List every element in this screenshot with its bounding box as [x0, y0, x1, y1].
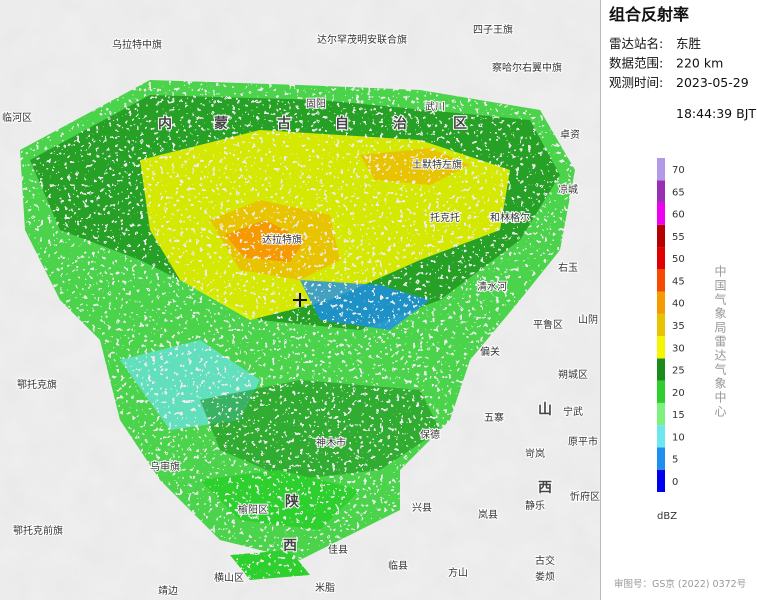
place-label: 静乐 — [525, 499, 545, 512]
legend-swatch — [657, 158, 665, 181]
place-label: 宁武 — [563, 405, 583, 418]
region-label: 山 — [538, 402, 552, 418]
place-label: 卓资 — [560, 129, 580, 141]
region-label: 治 — [393, 115, 407, 132]
field-value: 东胜 — [676, 36, 701, 51]
legend-swatch — [657, 247, 665, 270]
legend-swatch — [657, 313, 665, 337]
place-label: 古交 — [535, 554, 555, 567]
credit: 中国气象局雷达气象中心 — [713, 264, 727, 419]
place-label: 平鲁区 — [533, 318, 563, 331]
legend-swatch — [657, 180, 665, 203]
legend-swatch — [657, 224, 665, 248]
region-label: 陕 — [285, 493, 299, 510]
place-label: 临河区 — [2, 111, 32, 124]
field-label: 雷达站名: — [609, 36, 663, 51]
time-line2: 18:44:39 BJT — [676, 106, 756, 121]
place-label: 察哈尔右翼中旗 — [492, 61, 562, 74]
field-value: 220 km — [676, 56, 723, 71]
place-label: 乌审旗 — [150, 460, 180, 473]
legend-label: 45 — [672, 276, 685, 287]
radar-center — [293, 293, 307, 307]
place-label: 达尔罕茂明安联合旗 — [317, 33, 407, 46]
place-label: 和林格尔 — [490, 211, 530, 224]
place-label: 托克托 — [430, 211, 460, 224]
legend-label: 70 — [672, 165, 685, 176]
legend-label: 65 — [672, 187, 685, 198]
panel-title: 组合反射率 — [609, 5, 689, 24]
region-label: 古 — [277, 115, 291, 132]
place-label: 固阳 — [306, 98, 326, 110]
field-label: 数据范围: — [609, 56, 663, 71]
place-label: 靖边 — [158, 584, 178, 597]
panel: 组合反射率 18:44:39 BJT dBZ 审图号：GS京 (2022) 03… — [609, 5, 756, 590]
region-label: 蒙 — [214, 115, 228, 132]
place-label: 娄烦 — [535, 570, 555, 583]
legend-label: 35 — [672, 321, 685, 332]
place-label: 鄂托克前旗 — [13, 524, 63, 537]
place-label: 原平市 — [568, 435, 598, 448]
place-label: 达拉特旗 — [262, 233, 302, 246]
approval: 审图号：GS京 (2022) 0372号 — [614, 578, 746, 590]
legend-label: 10 — [672, 432, 685, 443]
legend-label: 30 — [672, 343, 685, 354]
legend-swatch — [657, 291, 665, 314]
legend-swatch — [657, 447, 665, 470]
field-label: 观测时间: — [609, 75, 663, 90]
legend-label: 55 — [672, 232, 685, 243]
legend-swatch — [657, 269, 665, 292]
place-label: 清水河 — [477, 280, 507, 293]
place-label: 神木市 — [316, 436, 346, 449]
place-label: 忻府区 — [570, 490, 600, 503]
info-panel — [600, 0, 757, 600]
legend-swatch — [657, 336, 665, 359]
place-label: 朔城区 — [558, 368, 588, 381]
legend-label: 5 — [672, 455, 678, 466]
legend-swatch — [657, 358, 665, 381]
legend-label: 0 — [672, 477, 678, 488]
legend-label: 25 — [672, 366, 685, 377]
legend-swatch — [657, 425, 665, 448]
place-label: 鄂托克旗 — [17, 378, 57, 391]
region-label: 西 — [283, 538, 297, 554]
place-label: 横山区 — [214, 571, 244, 584]
unit: dBZ — [657, 511, 677, 522]
region-label: 区 — [453, 116, 467, 132]
legend-swatch — [657, 380, 665, 403]
place-label: 山阴 — [578, 314, 598, 326]
region-label: 自 — [335, 115, 349, 132]
place-label: 兴县 — [412, 502, 432, 514]
region-label: 西 — [538, 480, 552, 496]
legend-swatch — [657, 202, 665, 225]
legend-label: 50 — [672, 254, 685, 265]
legend-label: 20 — [672, 388, 685, 399]
place-label: 榆阳区 — [238, 503, 268, 516]
place-label: 米脂 — [315, 581, 335, 594]
region-label: 内 — [158, 115, 172, 132]
field-value: 2023-05-29 — [676, 75, 749, 90]
place-label: 岚县 — [478, 509, 498, 521]
legend-swatch — [657, 402, 665, 426]
place-label: 佳县 — [328, 543, 348, 556]
place-label: 凉城 — [558, 183, 578, 196]
radar-echo — [20, 80, 575, 580]
place-label: 右玉 — [558, 261, 578, 274]
place-label: 四子王旗 — [473, 23, 513, 36]
place-label: 五寨 — [484, 411, 504, 424]
place-label: 武川 — [425, 100, 445, 113]
legend-label: 60 — [672, 210, 685, 221]
place-label: 偏关 — [480, 345, 500, 358]
legend-label: 15 — [672, 410, 685, 421]
place-label: 土默特左旗 — [412, 158, 462, 171]
place-label: 方山 — [448, 566, 468, 579]
place-label: 乌拉特中旗 — [112, 38, 162, 51]
place-label: 临县 — [388, 559, 408, 572]
legend-label: 40 — [672, 299, 685, 310]
place-label: 岢岚 — [525, 448, 545, 460]
legend-swatch — [657, 469, 665, 492]
place-label: 保德 — [420, 428, 440, 441]
